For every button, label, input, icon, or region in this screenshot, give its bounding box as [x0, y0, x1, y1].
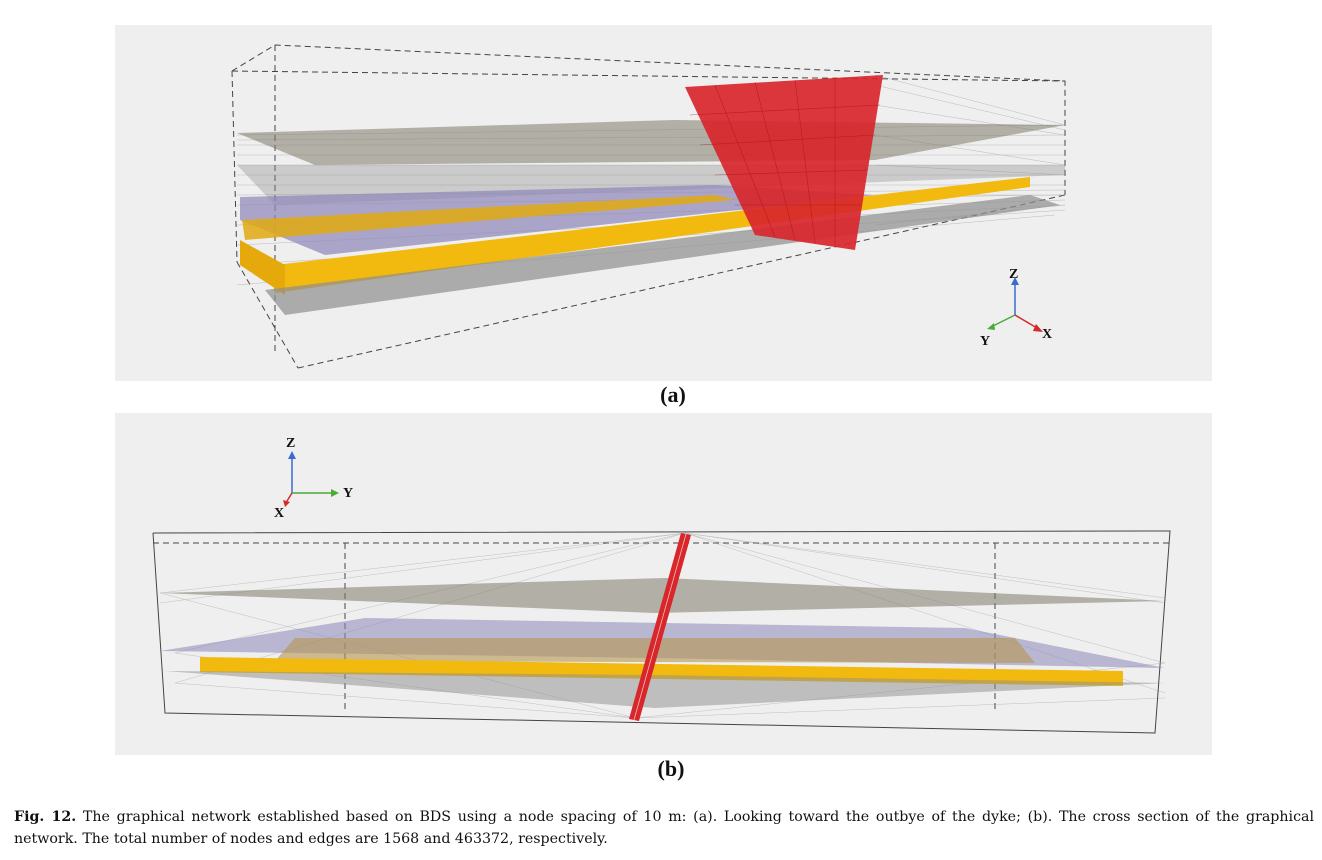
axis-y-label: Y: [980, 334, 990, 349]
top-grid-layer-b: [160, 578, 1165, 613]
panel-b-label: (b): [657, 756, 685, 781]
axis-y-label-b: Y: [343, 486, 353, 501]
axis-z-label-b: Z: [286, 436, 295, 451]
panel-b-cross-section: Z Y X: [115, 413, 1212, 755]
caption-text: The graphical network established based …: [14, 809, 1315, 847]
dyke-grid: [689, 77, 881, 246]
axis-triad-a: Z Y X: [980, 267, 1052, 349]
axis-x-label: X: [1042, 327, 1052, 342]
network-3d-view-b: Z Y X: [152, 436, 1171, 734]
figure-number: Fig. 12.: [14, 809, 77, 825]
figure-caption: Fig. 12. The graphical network establish…: [14, 806, 1314, 850]
axis-triad-b: Z Y X: [274, 436, 353, 521]
axis-z-label: Z: [1009, 267, 1018, 282]
coal-seam-lower-side: [240, 240, 285, 295]
bottom-grid-layer: [265, 195, 1060, 315]
dyke-plane: [685, 75, 883, 250]
panel-a-label: (a): [660, 382, 686, 407]
network-3d-view-a: Z Y X: [231, 44, 1066, 369]
top-grid-layer: [237, 120, 1065, 165]
bottom-grid-layer-b: [165, 671, 1165, 708]
purple-grid-layer: [240, 185, 875, 255]
panel-a-perspective-view: Z Y X: [115, 25, 1212, 381]
coal-seam-upper: [242, 195, 735, 240]
axis-x-label-b: X: [274, 506, 284, 521]
